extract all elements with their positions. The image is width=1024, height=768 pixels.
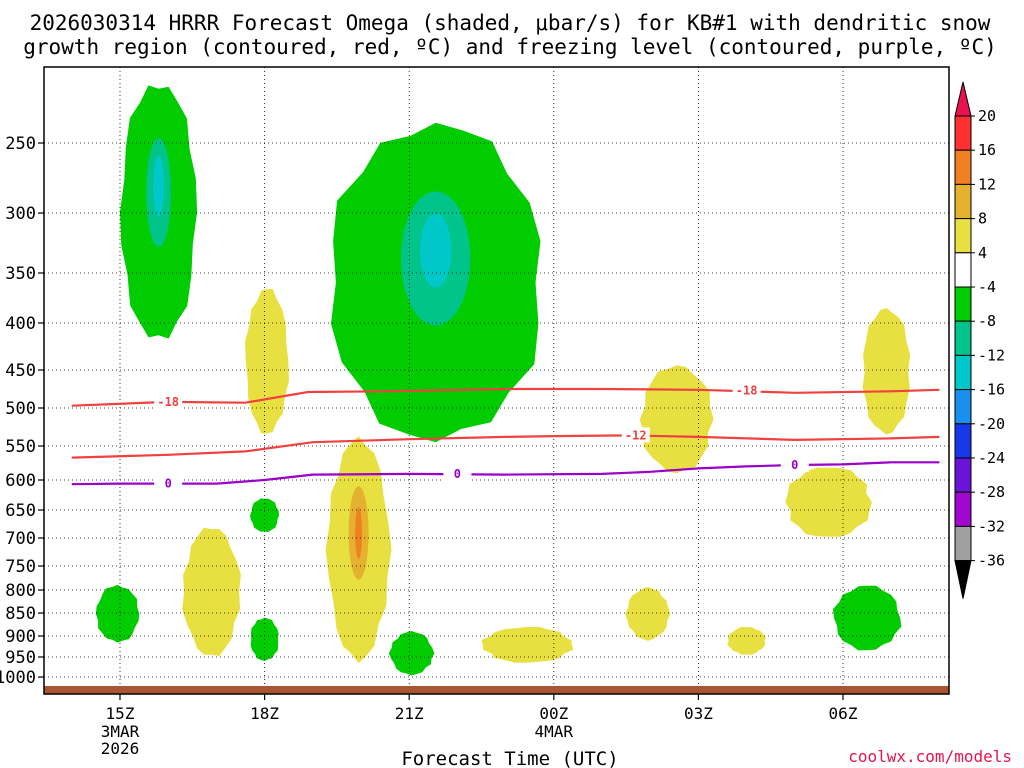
y-tick-label: 250 bbox=[5, 134, 36, 154]
grid-layer bbox=[44, 67, 949, 694]
x-axis-title: Forecast Time (UTC) bbox=[401, 748, 618, 768]
colorbar-segment bbox=[954, 491, 972, 527]
omega-region-8 bbox=[785, 467, 872, 537]
colorbar-segment bbox=[954, 183, 972, 220]
contour-label-zero-a: 0 bbox=[165, 477, 172, 491]
colorbar-label: 8 bbox=[978, 210, 987, 228]
y-tick-label: 900 bbox=[5, 627, 36, 647]
colorbar-segment bbox=[954, 320, 972, 356]
colorbar-label: -16 bbox=[978, 381, 1005, 399]
y-tick-label: 550 bbox=[5, 437, 36, 457]
colorbar-segment bbox=[954, 218, 972, 254]
omega-region-11 bbox=[727, 626, 766, 655]
credit-text: coolwx.com/models bbox=[848, 747, 1012, 766]
colorbar-segment bbox=[954, 115, 972, 151]
contour-label-minus18-a: -18 bbox=[157, 395, 179, 409]
contour-label-minus18-b: -18 bbox=[736, 384, 758, 398]
terrain-ground-strip bbox=[44, 686, 949, 694]
y-tick-label: 850 bbox=[5, 604, 36, 624]
colorbar-label: -24 bbox=[978, 449, 1005, 467]
colorbar-label: -32 bbox=[978, 517, 1005, 535]
chart-title-line-1: 2026030314 HRRR Forecast Omega (shaded, … bbox=[30, 11, 991, 35]
y-tick-label: 450 bbox=[5, 361, 36, 381]
colorbar-segment bbox=[954, 423, 972, 459]
colorbar-label: 20 bbox=[978, 107, 996, 125]
colorbar-label: 4 bbox=[978, 244, 987, 262]
chart-title-line-2: growth region (contoured, red, ºC) and f… bbox=[23, 35, 997, 59]
x-tick-label: 15Z bbox=[106, 704, 135, 723]
colorbar-label: 16 bbox=[978, 141, 996, 159]
colorbar-label: -8 bbox=[978, 312, 996, 330]
omega-region-16 bbox=[388, 631, 435, 676]
omega-region-9 bbox=[481, 627, 574, 663]
omega-region-2-core-inner bbox=[420, 213, 452, 288]
contour-label-minus18-b-bg bbox=[732, 382, 761, 398]
y-tick-label: 750 bbox=[5, 557, 36, 577]
omega-region-7 bbox=[862, 308, 911, 435]
x-tick-sublabel: 2026 bbox=[101, 739, 140, 758]
x-tick-label: 18Z bbox=[250, 704, 279, 723]
colorbar-segment bbox=[954, 252, 972, 288]
omega-region-10 bbox=[625, 586, 671, 641]
y-tick-label: 600 bbox=[5, 471, 36, 491]
x-tick-sublabel: 3MAR bbox=[101, 722, 140, 741]
colorbar-segment bbox=[954, 525, 972, 562]
y-tick-label: 700 bbox=[5, 529, 36, 549]
colorbar-segment bbox=[954, 354, 972, 391]
contour-label-zero-a-bg bbox=[154, 475, 183, 491]
colorbar-top-arrow bbox=[954, 81, 972, 117]
contour-label-minus12-bg bbox=[621, 427, 650, 443]
colorbar-bottom-arrow bbox=[954, 560, 972, 599]
contour-label-zero-b-bg bbox=[443, 465, 472, 481]
y-tick-label: 950 bbox=[5, 648, 36, 668]
x-tick-label: 21Z bbox=[395, 704, 424, 723]
colorbar-label: -4 bbox=[978, 278, 996, 296]
x-tick-label: 00Z bbox=[539, 704, 568, 723]
omega-region-4-core-inner bbox=[355, 507, 363, 559]
y-tick-label: 800 bbox=[5, 581, 36, 601]
y-tick-label: 400 bbox=[5, 314, 36, 334]
plot-area: -18 -18 -12 0 0 0 bbox=[44, 67, 949, 694]
colorbar-segment bbox=[954, 457, 972, 493]
contour-layer: -18 -18 -12 0 0 0 bbox=[71, 382, 940, 491]
y-tick-label: 350 bbox=[5, 264, 36, 284]
x-tick-label: 03Z bbox=[684, 704, 713, 723]
colorbar-segment bbox=[954, 389, 972, 425]
y-tick-label: 1000 bbox=[0, 668, 36, 688]
colorbar-label: -28 bbox=[978, 483, 1005, 501]
contour-minus12 bbox=[71, 434, 940, 459]
x-tick-label: 06Z bbox=[829, 704, 858, 723]
omega-region-1-core-inner bbox=[153, 156, 165, 217]
contour-label-zero-b: 0 bbox=[454, 467, 461, 481]
omega-region-12 bbox=[95, 584, 140, 643]
y-axis: 250 300 350 400 450 500 550 600 650 700 750 800 850 9… bbox=[0, 134, 44, 688]
colorbar-label: -20 bbox=[978, 415, 1005, 433]
plot-frame bbox=[43, 66, 950, 695]
colorbar-label: 12 bbox=[978, 175, 996, 193]
omega-region-15 bbox=[832, 585, 902, 651]
y-tick-label: 650 bbox=[5, 501, 36, 521]
contour-label-minus18-a-bg bbox=[154, 393, 183, 409]
colorbar-segment bbox=[954, 149, 972, 185]
colorbar-label: -36 bbox=[978, 552, 1005, 570]
colorbar-label: -12 bbox=[978, 346, 1005, 364]
contour-freezing-level bbox=[71, 461, 940, 486]
colorbar-segment bbox=[954, 286, 972, 322]
contour-minus18 bbox=[71, 387, 940, 407]
x-tick-sublabel: 4MAR bbox=[535, 722, 574, 741]
colorbar: 20 16 12 8 4 -4 -8 -12 -16 -20 -24 -28 -32 -36 bbox=[954, 81, 1005, 599]
omega-region-5 bbox=[182, 527, 241, 656]
y-tick-label: 300 bbox=[5, 204, 36, 224]
omega-region-3 bbox=[245, 289, 289, 434]
omega-shading-layer bbox=[95, 85, 911, 676]
contour-label-minus12: -12 bbox=[625, 428, 647, 442]
y-tick-label: 500 bbox=[5, 399, 36, 419]
contour-label-zero-c-bg bbox=[780, 457, 809, 473]
omega-region-6 bbox=[639, 365, 714, 474]
contour-label-zero-c: 0 bbox=[791, 458, 798, 472]
